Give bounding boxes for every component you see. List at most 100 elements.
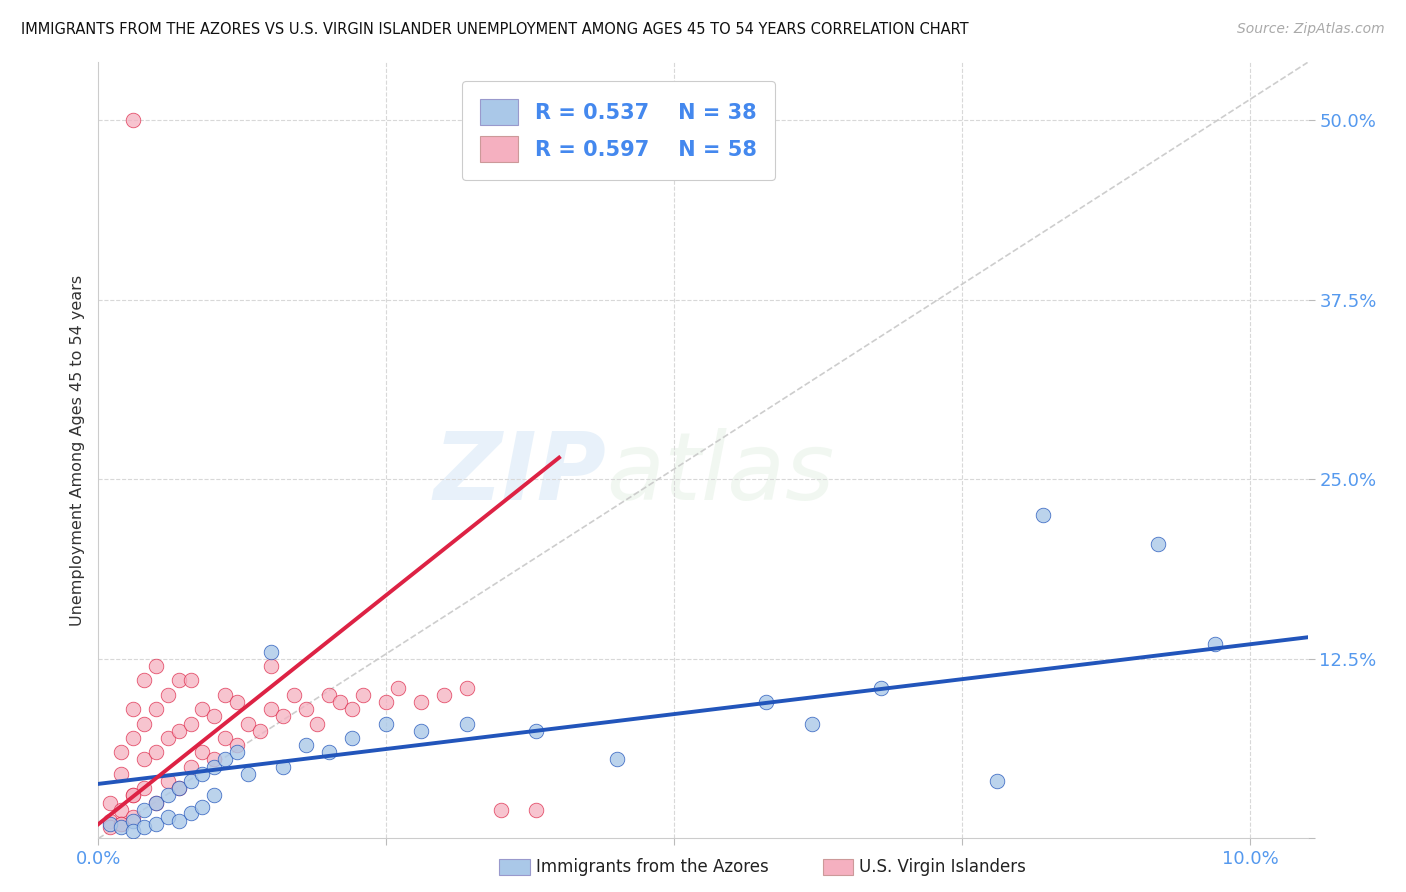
Point (433, 688, 456, 702)
Point (167, 723, 190, 738)
Point (225, 738, 247, 752)
Point (122, 702, 145, 716)
Point (122, 810, 145, 824)
Text: Immigrants from the Azores: Immigrants from the Azores (536, 858, 769, 876)
Point (122, 814, 145, 829)
Text: Source: ZipAtlas.com: Source: ZipAtlas.com (1237, 22, 1385, 37)
Legend: R = 0.537    N = 38, R = 0.597    N = 58: R = 0.537 N = 38, R = 0.597 N = 58 (461, 80, 775, 180)
Point (156, 810, 179, 824)
Point (122, 731, 145, 745)
Point (156, 688, 179, 702)
Point (524, 803, 547, 817)
Point (180, 774, 202, 789)
Point (375, 716, 398, 731)
Point (110, 803, 132, 817)
Point (283, 688, 305, 702)
Point (180, 759, 202, 773)
Point (202, 709, 225, 723)
Point (307, 716, 329, 731)
Point (110, 817, 132, 831)
Point (134, 716, 156, 731)
Point (156, 774, 179, 789)
Point (191, 702, 214, 716)
Point (409, 723, 432, 738)
Point (180, 716, 202, 731)
Point (801, 716, 824, 731)
Text: ZIP: ZIP (433, 428, 606, 520)
Point (110, 767, 132, 781)
Point (214, 688, 236, 702)
Point (98, 796, 121, 810)
Point (225, 695, 247, 709)
Point (271, 759, 294, 773)
Point (294, 738, 316, 752)
Point (870, 681, 893, 695)
Point (491, 803, 513, 817)
Point (167, 781, 190, 796)
Point (755, 695, 778, 709)
Point (318, 688, 340, 702)
Point (98, 820, 121, 834)
Point (134, 781, 156, 796)
Point (260, 702, 283, 716)
Point (340, 702, 363, 716)
Point (167, 781, 190, 796)
Point (214, 731, 236, 745)
Text: IMMIGRANTS FROM THE AZORES VS U.S. VIRGIN ISLANDER UNEMPLOYMENT AMONG AGES 45 TO: IMMIGRANTS FROM THE AZORES VS U.S. VIRGI… (21, 22, 969, 37)
Point (1204, 637, 1226, 651)
Point (134, 752, 156, 766)
Point (214, 752, 236, 766)
Point (260, 659, 283, 673)
Point (110, 745, 132, 759)
Point (249, 723, 271, 738)
Point (260, 645, 283, 659)
Point (145, 796, 167, 810)
Point (375, 695, 398, 709)
Point (180, 673, 202, 688)
Point (225, 745, 247, 759)
Point (145, 659, 167, 673)
Point (122, 789, 145, 803)
Point (202, 789, 225, 803)
Point (145, 702, 167, 716)
Text: atlas: atlas (606, 428, 835, 519)
Point (191, 767, 214, 781)
Point (98, 814, 121, 829)
Point (329, 695, 352, 709)
Point (167, 673, 190, 688)
Point (1032, 508, 1054, 523)
Point (294, 702, 316, 716)
Point (134, 803, 156, 817)
Point (409, 695, 432, 709)
Point (202, 759, 225, 773)
Point (145, 745, 167, 759)
Point (134, 820, 156, 834)
Point (387, 681, 409, 695)
Point (167, 814, 190, 829)
Point (122, 112, 145, 127)
Point (145, 796, 167, 810)
Point (352, 688, 374, 702)
Point (271, 709, 294, 723)
Point (134, 673, 156, 688)
Point (202, 752, 225, 766)
Point (156, 789, 179, 803)
Point (122, 789, 145, 803)
Point (456, 681, 478, 695)
Point (145, 817, 167, 831)
Text: U.S. Virgin Islanders: U.S. Virgin Islanders (859, 858, 1026, 876)
Point (456, 716, 478, 731)
Point (606, 752, 628, 766)
Point (180, 805, 202, 820)
Point (191, 800, 214, 814)
Y-axis label: Unemployment Among Ages 45 to 54 years: Unemployment Among Ages 45 to 54 years (69, 275, 84, 626)
Point (191, 745, 214, 759)
Point (236, 767, 259, 781)
Point (110, 820, 132, 834)
Point (524, 723, 547, 738)
Point (122, 824, 145, 838)
Point (110, 817, 132, 831)
Point (318, 745, 340, 759)
Point (98, 817, 121, 831)
Point (986, 774, 1008, 789)
